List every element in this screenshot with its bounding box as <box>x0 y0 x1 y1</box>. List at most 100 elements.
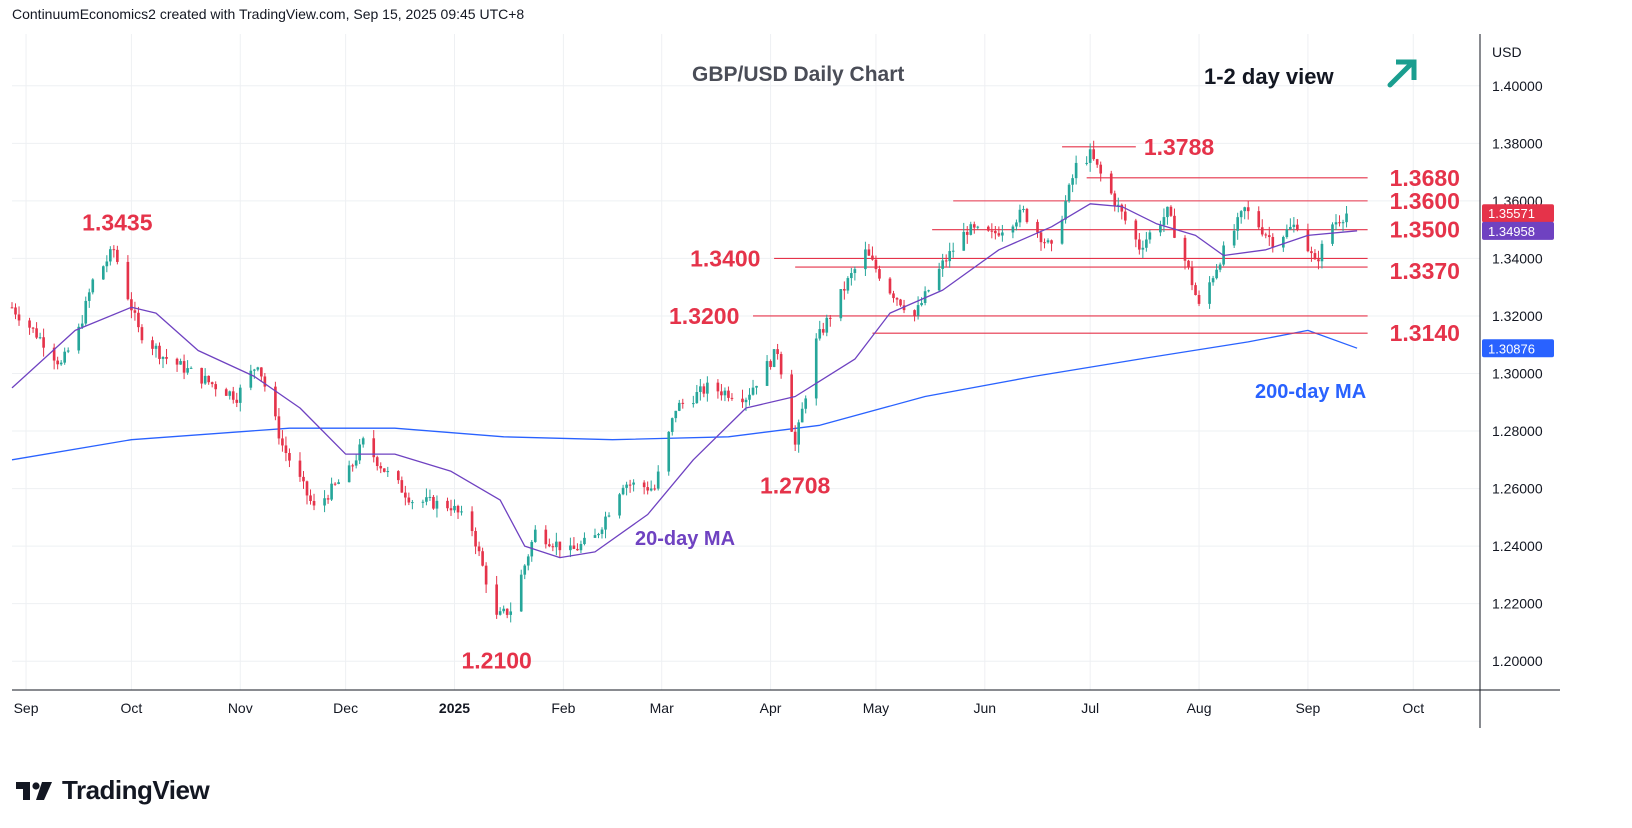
candle-body <box>453 505 456 511</box>
candle-body <box>31 327 35 329</box>
candle-body <box>741 398 744 403</box>
candle-body <box>330 483 333 500</box>
price-tick-label: 1.20000 <box>1492 653 1543 669</box>
candle-body <box>800 408 804 423</box>
candle-body <box>987 226 990 231</box>
view-label: 1-2 day view <box>1204 64 1335 89</box>
ma200-path <box>11 329 1358 461</box>
candle-body <box>1173 215 1176 238</box>
candle-body <box>1313 253 1317 260</box>
time-tick-label: Mar <box>650 700 674 716</box>
price-tick-label: 1.24000 <box>1492 538 1543 554</box>
candle-body <box>551 546 555 548</box>
candle-body <box>667 431 671 472</box>
level-label: 1.3400 <box>690 245 760 271</box>
candle-body <box>1067 184 1071 202</box>
candle-body <box>628 484 632 486</box>
level-label: 1.3788 <box>1144 134 1215 160</box>
candle-body <box>1036 221 1039 233</box>
candle-body <box>1292 224 1296 227</box>
candle-body <box>990 230 994 232</box>
candle-body <box>751 387 755 395</box>
candle-body <box>769 361 772 367</box>
candle-body <box>80 323 84 327</box>
candle-body <box>456 505 460 513</box>
candle-body <box>677 402 681 411</box>
candle-body <box>421 501 425 503</box>
candle-body <box>892 293 895 299</box>
price-badge-label: 1.30876 <box>1488 341 1535 356</box>
candle-body <box>484 565 488 585</box>
chart-annotations: GBP/USD Daily Chart 1-2 day view 1.3788 1.3… <box>82 59 1460 673</box>
candle-body <box>59 362 63 365</box>
candle-body <box>656 471 660 489</box>
candle-body <box>260 367 263 377</box>
candle-body <box>755 385 758 388</box>
candle-body <box>42 337 45 348</box>
price-badge <box>1482 339 1554 358</box>
candle-body <box>902 305 906 311</box>
ma20-path <box>11 203 1358 559</box>
candle-body <box>1113 193 1117 206</box>
candle-body <box>1218 264 1222 270</box>
candle-body <box>151 340 154 349</box>
candle-body <box>530 541 534 557</box>
tradingview-logo[interactable]: TradingView <box>14 775 210 806</box>
candle-body <box>937 268 941 291</box>
candle-body <box>597 533 600 536</box>
candle-body <box>618 494 621 516</box>
candle-body <box>189 367 193 369</box>
candle-body <box>84 300 88 324</box>
candle-body <box>1166 206 1169 218</box>
candle-body <box>772 349 776 367</box>
candle-body <box>1187 260 1190 267</box>
candle-body <box>379 466 383 469</box>
candle-body <box>284 445 288 454</box>
candle-body <box>277 416 281 439</box>
candle-body <box>337 482 340 485</box>
level-label: 1.3680 <box>1390 165 1460 191</box>
price-badge <box>1482 221 1554 240</box>
candle-body <box>495 584 498 615</box>
candle-body <box>449 508 453 511</box>
price-tick-label: 1.34000 <box>1492 250 1543 266</box>
candle-body <box>1025 208 1029 222</box>
candle-body <box>228 391 232 396</box>
candle-body <box>14 307 17 315</box>
candle-body <box>804 398 808 409</box>
candle-body <box>814 338 818 399</box>
candle-body <box>878 269 881 279</box>
candle-body <box>695 392 699 404</box>
candle-body <box>526 556 530 566</box>
candle-body <box>681 402 685 404</box>
candle-body <box>1190 266 1194 286</box>
candle-body <box>474 531 477 547</box>
candle-body <box>116 249 119 262</box>
candle-body <box>326 498 330 500</box>
price-tick-label: 1.40000 <box>1492 78 1543 94</box>
ma20-label: 20-day MA <box>635 528 735 550</box>
candle-body <box>249 370 253 388</box>
candle-body <box>674 410 678 419</box>
currency-label: USD <box>1492 44 1522 60</box>
candle-body <box>56 360 59 365</box>
candle-body <box>207 375 210 383</box>
candle-body <box>579 544 583 551</box>
candle-body <box>38 337 42 339</box>
candle-body <box>1099 164 1103 174</box>
candle-body <box>432 496 435 509</box>
candle-body <box>158 345 161 359</box>
candle-body <box>818 329 822 339</box>
candle-body <box>1011 226 1015 233</box>
candle-body <box>569 545 572 551</box>
candle-body <box>1148 232 1152 240</box>
candle-body <box>716 382 720 392</box>
candle-body <box>396 471 400 481</box>
candle-body <box>972 224 976 228</box>
candle-body <box>1260 227 1264 235</box>
candle-body <box>1285 229 1289 237</box>
candle-body <box>375 457 379 467</box>
candle-body <box>66 350 70 352</box>
time-tick-label: Oct <box>121 700 143 716</box>
